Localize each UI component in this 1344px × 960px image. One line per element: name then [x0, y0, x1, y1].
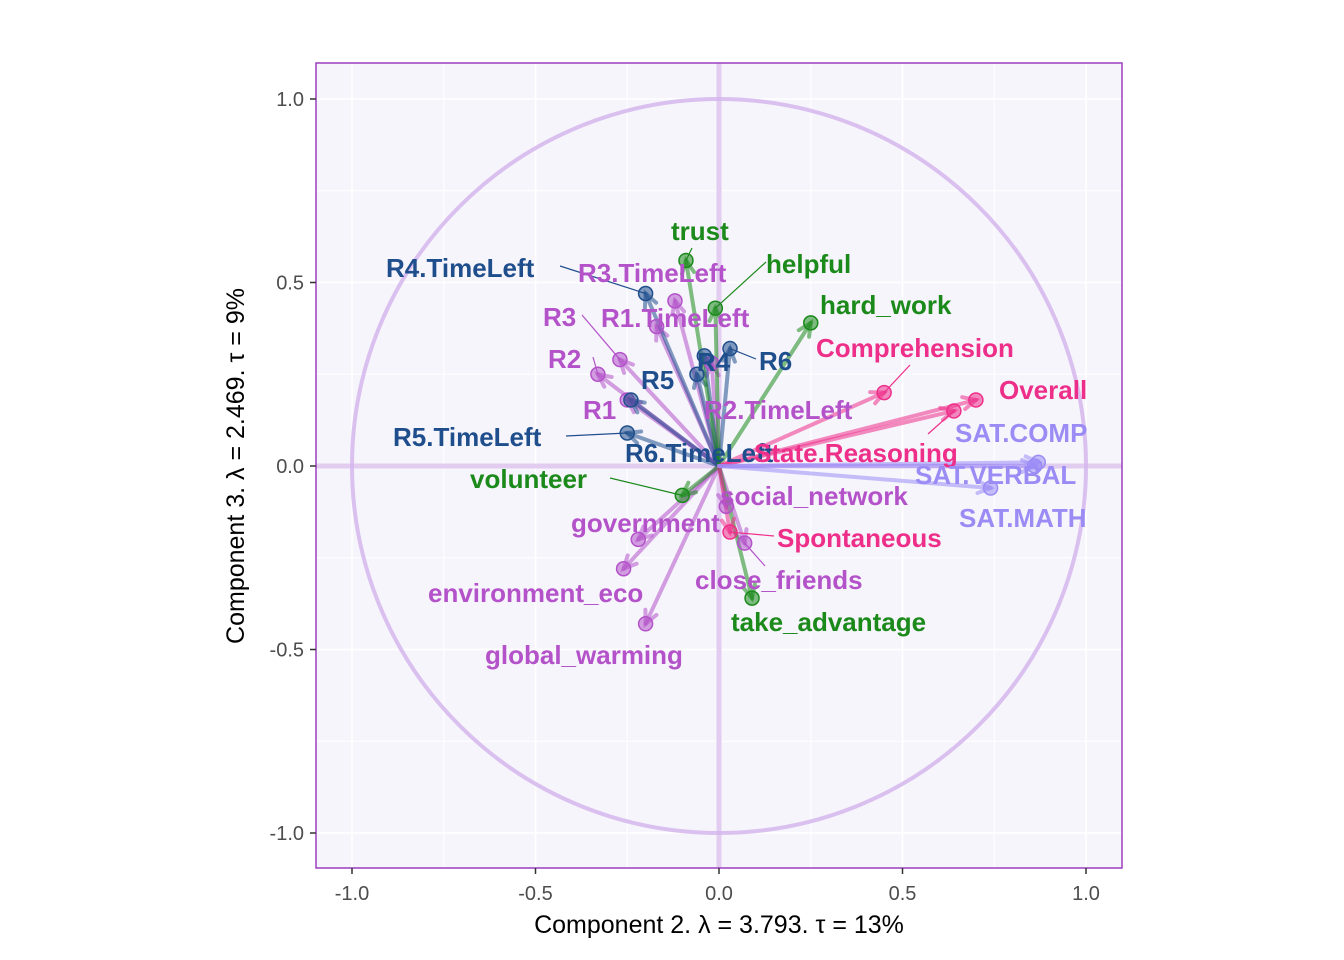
label-r3-timeleft: R3.TimeLeft: [578, 258, 727, 288]
label-volunteer: volunteer: [470, 464, 587, 494]
label-overall: Overall: [999, 375, 1087, 405]
point-global-warming: [637, 616, 654, 632]
arrow-r3: [617, 357, 721, 468]
label-r1: R1: [583, 395, 616, 425]
leader-volunteer: [609, 477, 683, 496]
leader-r2: [592, 356, 599, 375]
label-spontaneous: Spontaneous: [777, 523, 942, 553]
leader-comprehension: [883, 364, 911, 394]
label-close-friends: close_friends: [695, 565, 863, 595]
arrow-comprehension: [717, 390, 887, 468]
arrow-r5-timeleft: [625, 430, 721, 468]
point-hard-work: [803, 315, 819, 331]
label-take-advantage: take_advantage: [731, 607, 926, 637]
point-sat-math: [982, 480, 999, 496]
label-sat-math: SAT.MATH: [959, 503, 1087, 533]
point-r3-timeleft: [667, 293, 683, 309]
x-tick-label: -0.5: [518, 883, 552, 905]
y-tick-label: 0.5: [276, 273, 304, 295]
unit-circle: [350, 97, 1088, 835]
variable-arrows: [594, 255, 1043, 628]
point-r5: [689, 366, 705, 382]
arrow-state-reasoning: [717, 408, 956, 468]
y-tick-label: -0.5: [270, 640, 304, 662]
label-r2-timeleft: R2.TimeLeft: [704, 395, 853, 425]
y-tick-label: -1.0: [270, 823, 304, 845]
axis-ticks: -1.0 -0.5 0.0 0.5 1.0 -1.0 -0.5 0.0 0.5 1.0: [270, 89, 1100, 905]
leader-trust: [685, 247, 693, 261]
point-r4: [696, 348, 713, 364]
arrow-r6: [717, 346, 733, 468]
leader-r5-timeleft: [565, 432, 628, 437]
arrow-environment-eco: [621, 464, 721, 571]
leader-close-friends: [744, 542, 766, 567]
label-global-warming: global_warming: [485, 640, 683, 670]
label-r6-timeleft: R6.TimeLeft: [625, 438, 774, 468]
label-hard-work: hard_work: [820, 290, 952, 320]
label-environment-eco: environment_eco: [428, 578, 643, 608]
leader-spontaneous: [729, 531, 775, 537]
y-tick-label: 1.0: [276, 89, 304, 111]
label-r4: R4: [697, 347, 731, 377]
x-tick-label: 0.5: [889, 883, 917, 905]
point-environment-eco: [615, 561, 632, 577]
point-sat-verbal: [1026, 458, 1043, 474]
leader-r4-timeleft: [559, 265, 646, 295]
x-tick-label: 0.0: [705, 883, 733, 905]
arrow-global-warming: [643, 464, 721, 626]
point-take-advantage: [744, 590, 760, 606]
point-social-network: [718, 498, 735, 515]
label-helpful: helpful: [766, 249, 851, 279]
arrow-sat-math: [717, 464, 993, 491]
label-r2: R2: [548, 344, 581, 374]
label-r3: R3: [543, 302, 576, 332]
label-leaders: [559, 247, 955, 567]
arrow-r6-timeleft: [628, 397, 721, 468]
arrow-volunteer: [680, 464, 721, 498]
label-r5: R5: [641, 365, 674, 395]
label-r6: R6: [759, 346, 792, 376]
arrow-helpful: [713, 306, 721, 468]
point-r6-timeleft: [623, 392, 639, 408]
x-axis-title: Component 2. λ = 3.793. τ = 13%: [534, 911, 904, 939]
y-tick-label: 0.0: [276, 456, 304, 478]
arrow-hard-work: [717, 320, 813, 468]
x-tick-label: -1.0: [335, 883, 369, 905]
label-sat-comp: SAT.COMP: [955, 418, 1087, 448]
leader-state-reasoning: [927, 410, 955, 435]
point-overall: [968, 392, 984, 408]
x-tick-label: 1.0: [1072, 883, 1100, 905]
point-r1-timeleft: [648, 318, 665, 335]
label-social-network: social_network: [720, 481, 908, 511]
label-trust: trust: [671, 216, 729, 246]
leader-r3: [581, 314, 621, 360]
point-government: [630, 531, 647, 548]
label-state-reasoning: State.Reasoning: [754, 438, 958, 468]
leader-helpful: [714, 261, 767, 309]
label-r1-timeleft: R1.TimeLeft: [601, 303, 750, 333]
label-sat-verbal: SAT.VERBAL: [915, 460, 1076, 490]
label-r5-timeleft: R5.TimeLeft: [393, 422, 542, 452]
y-axis-title: Component 3. λ = 2.469. τ = 9%: [222, 288, 250, 644]
label-government: government: [571, 508, 720, 538]
label-comprehension: Comprehension: [816, 333, 1014, 363]
label-r4-timeleft: R4.TimeLeft: [386, 253, 535, 283]
leader-r6: [729, 348, 757, 360]
